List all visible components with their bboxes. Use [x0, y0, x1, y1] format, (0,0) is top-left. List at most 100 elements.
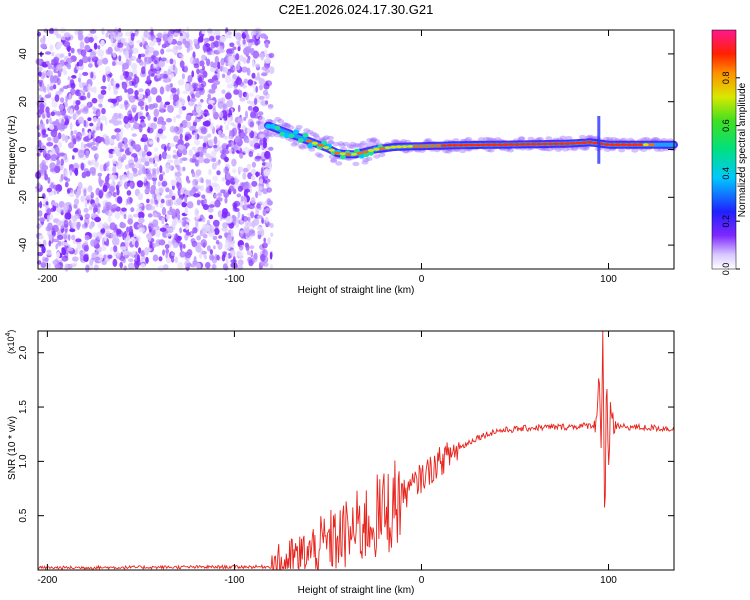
trace-peak: [508, 143, 515, 146]
noise-blob: [95, 126, 101, 131]
noise-blob: [220, 57, 225, 66]
noise-blob: [231, 144, 238, 153]
trace-peak: [317, 144, 324, 147]
noise-blob: [166, 48, 172, 53]
noise-blob: [239, 97, 246, 102]
trace-peak: [390, 145, 397, 149]
noise-blob: [63, 32, 71, 38]
trace-halo: [651, 137, 659, 142]
noise-blob: [216, 170, 221, 176]
noise-blob: [165, 59, 169, 64]
noise-blob: [224, 149, 230, 155]
noise-blob: [193, 132, 198, 141]
noise-blob: [131, 167, 135, 172]
noise-blob: [254, 155, 262, 160]
noise-blob: [238, 122, 242, 129]
noise-blob: [56, 77, 61, 86]
noise-blob: [236, 193, 242, 198]
noise-blob: [254, 27, 262, 36]
noise-blob: [244, 127, 248, 135]
trace-halo: [349, 141, 357, 147]
noise-blob: [186, 121, 192, 128]
noise-blob: [112, 237, 117, 246]
noise-blob: [212, 108, 217, 116]
trace-halo: [316, 153, 324, 159]
noise-blob: [138, 217, 145, 224]
noise-blob: [93, 205, 97, 211]
noise-blob: [48, 262, 51, 269]
trace-peak: [322, 146, 330, 150]
noise-blob: [41, 165, 45, 174]
noise-blob: [127, 110, 132, 118]
noise-blob: [161, 151, 168, 160]
noise-blob: [42, 145, 47, 154]
noise-blob: [203, 254, 208, 260]
noise-blob: [137, 211, 145, 219]
noise-blob: [110, 98, 118, 104]
trace-halo: [303, 128, 311, 133]
noise-blob: [82, 254, 89, 262]
noise-blob: [258, 200, 264, 205]
noise-blob: [154, 59, 158, 65]
noise-blob: [168, 83, 172, 89]
noise-blob: [187, 95, 191, 102]
trace-peak: [418, 144, 425, 148]
trace-halo: [391, 139, 399, 144]
noise-blob: [181, 120, 188, 128]
noise-blob: [77, 32, 84, 41]
noise-blob: [56, 33, 62, 39]
noise-blob: [148, 205, 156, 211]
noise-blob: [39, 201, 43, 209]
noise-blob: [225, 32, 229, 39]
noise-blob: [90, 191, 95, 199]
trace-halo: [312, 133, 320, 138]
noise-blob: [97, 45, 101, 50]
trace-peak: [564, 142, 571, 146]
noise-blob: [112, 52, 117, 58]
noise-blob: [169, 125, 176, 133]
noise-blob: [242, 57, 247, 64]
noise-blob: [246, 221, 253, 227]
noise-blob: [83, 240, 89, 246]
trace-halo: [349, 144, 356, 149]
noise-blob: [195, 44, 200, 50]
noise-blob: [268, 66, 275, 74]
noise-blob: [268, 52, 275, 59]
noise-blob: [158, 174, 164, 182]
trace-halo: [653, 137, 661, 142]
noise-blob: [74, 104, 80, 111]
noise-blob: [166, 154, 172, 160]
noise-blob: [152, 219, 159, 228]
noise-blob: [215, 239, 220, 245]
noise-blob: [210, 151, 214, 157]
noise-blob: [132, 143, 137, 150]
noise-blob: [166, 117, 172, 123]
noise-blob: [47, 177, 51, 184]
noise-blob: [147, 223, 154, 230]
noise-blob: [208, 88, 216, 94]
noise-blob: [216, 254, 220, 261]
noise-blob: [92, 130, 96, 134]
noise-blob: [121, 207, 127, 212]
noise-blob: [192, 181, 196, 188]
noise-blob: [120, 251, 124, 260]
trace-speckle: [279, 131, 286, 137]
noise-blob: [123, 115, 129, 124]
noise-blob: [213, 227, 220, 235]
colorbar-tick-label: 0.8: [721, 72, 731, 85]
noise-blob: [75, 100, 81, 106]
noise-blob: [251, 161, 257, 168]
noise-blob: [87, 92, 91, 99]
noise-blob: [156, 193, 161, 202]
noise-blob: [243, 116, 247, 121]
noise-blob: [100, 115, 107, 121]
noise-blob: [60, 158, 64, 166]
noise-blob: [123, 230, 127, 239]
noise-blob: [121, 81, 128, 90]
noise-blob: [85, 170, 91, 177]
noise-blob: [193, 83, 197, 89]
noise-blob: [88, 185, 93, 191]
spectrogram-x-axis: -200 -100 0 100: [37, 30, 617, 285]
noise-blob: [48, 29, 54, 34]
